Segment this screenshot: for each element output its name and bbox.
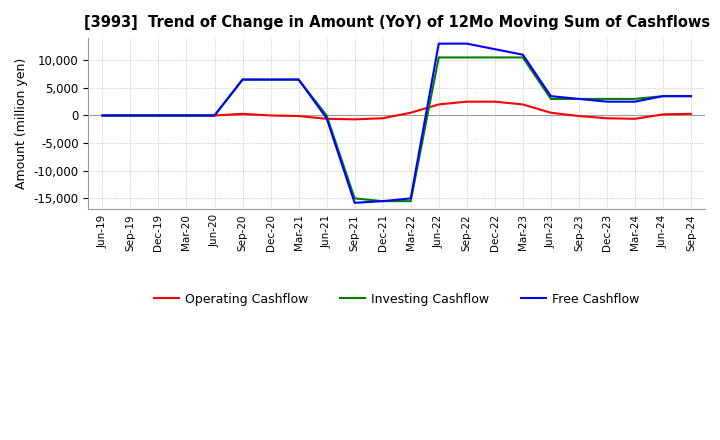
Free Cashflow <box>406 196 415 201</box>
Investing Cashflow <box>182 113 191 118</box>
Operating Cashflow <box>210 113 219 118</box>
Investing Cashflow <box>238 77 247 82</box>
Operating Cashflow <box>323 116 331 121</box>
Title: [3993]  Trend of Change in Amount (YoY) of 12Mo Moving Sum of Cashflows: [3993] Trend of Change in Amount (YoY) o… <box>84 15 710 30</box>
Free Cashflow <box>238 77 247 82</box>
Investing Cashflow <box>462 55 471 60</box>
Free Cashflow <box>490 47 499 52</box>
Operating Cashflow <box>294 114 303 119</box>
Operating Cashflow <box>266 113 275 118</box>
Investing Cashflow <box>294 77 303 82</box>
Operating Cashflow <box>490 99 499 104</box>
Investing Cashflow <box>98 113 107 118</box>
Investing Cashflow <box>687 94 696 99</box>
Investing Cashflow <box>406 198 415 204</box>
Free Cashflow <box>546 94 555 99</box>
Free Cashflow <box>379 198 387 204</box>
Free Cashflow <box>126 113 135 118</box>
Operating Cashflow <box>687 111 696 117</box>
Investing Cashflow <box>379 198 387 204</box>
Operating Cashflow <box>518 102 527 107</box>
Operating Cashflow <box>575 114 583 119</box>
Investing Cashflow <box>266 77 275 82</box>
Investing Cashflow <box>351 196 359 201</box>
Free Cashflow <box>266 77 275 82</box>
Operating Cashflow <box>351 117 359 122</box>
Investing Cashflow <box>490 55 499 60</box>
Operating Cashflow <box>546 110 555 115</box>
Free Cashflow <box>182 113 191 118</box>
Investing Cashflow <box>154 113 163 118</box>
Legend: Operating Cashflow, Investing Cashflow, Free Cashflow: Operating Cashflow, Investing Cashflow, … <box>149 288 644 311</box>
Free Cashflow <box>434 41 443 46</box>
Free Cashflow <box>659 94 667 99</box>
Operating Cashflow <box>603 116 611 121</box>
Free Cashflow <box>154 113 163 118</box>
Investing Cashflow <box>603 96 611 102</box>
Operating Cashflow <box>182 113 191 118</box>
Y-axis label: Amount (million yen): Amount (million yen) <box>15 58 28 189</box>
Free Cashflow <box>98 113 107 118</box>
Line: Investing Cashflow: Investing Cashflow <box>102 58 691 201</box>
Free Cashflow <box>603 99 611 104</box>
Investing Cashflow <box>546 96 555 102</box>
Investing Cashflow <box>631 96 639 102</box>
Operating Cashflow <box>462 99 471 104</box>
Free Cashflow <box>518 52 527 57</box>
Free Cashflow <box>687 94 696 99</box>
Operating Cashflow <box>154 113 163 118</box>
Free Cashflow <box>575 96 583 102</box>
Investing Cashflow <box>126 113 135 118</box>
Investing Cashflow <box>518 55 527 60</box>
Investing Cashflow <box>659 94 667 99</box>
Free Cashflow <box>631 99 639 104</box>
Investing Cashflow <box>323 113 331 118</box>
Operating Cashflow <box>434 102 443 107</box>
Operating Cashflow <box>379 116 387 121</box>
Free Cashflow <box>294 77 303 82</box>
Operating Cashflow <box>238 111 247 117</box>
Investing Cashflow <box>434 55 443 60</box>
Operating Cashflow <box>98 113 107 118</box>
Operating Cashflow <box>631 116 639 121</box>
Free Cashflow <box>351 200 359 205</box>
Line: Free Cashflow: Free Cashflow <box>102 44 691 203</box>
Operating Cashflow <box>659 112 667 117</box>
Investing Cashflow <box>210 113 219 118</box>
Operating Cashflow <box>406 110 415 115</box>
Operating Cashflow <box>126 113 135 118</box>
Free Cashflow <box>210 113 219 118</box>
Line: Operating Cashflow: Operating Cashflow <box>102 102 691 119</box>
Free Cashflow <box>323 116 331 121</box>
Free Cashflow <box>462 41 471 46</box>
Investing Cashflow <box>575 96 583 102</box>
